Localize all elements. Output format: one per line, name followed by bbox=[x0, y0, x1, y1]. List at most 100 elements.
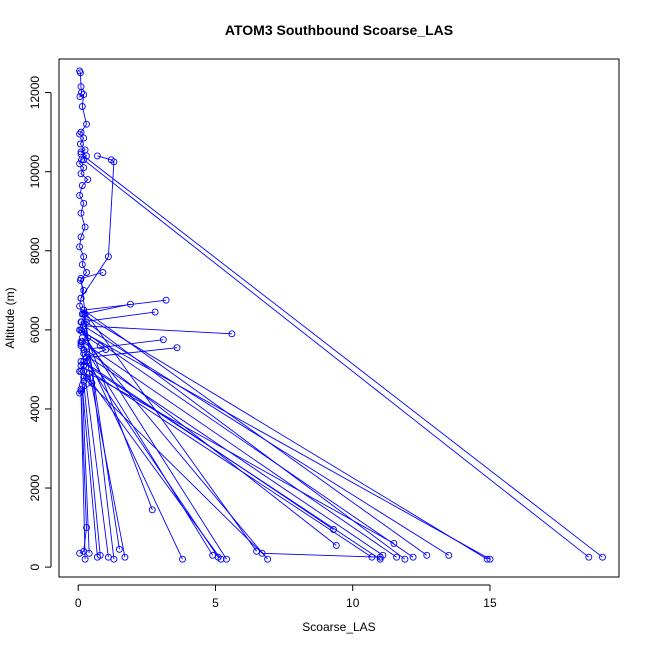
data-point bbox=[83, 120, 90, 128]
data-point bbox=[76, 302, 84, 310]
series-line bbox=[80, 153, 603, 558]
plot-frame bbox=[58, 58, 620, 578]
data-point bbox=[253, 547, 261, 555]
data-point bbox=[110, 158, 118, 166]
data-point bbox=[121, 553, 129, 561]
data-point bbox=[77, 233, 85, 241]
series-line bbox=[83, 303, 131, 550]
data-point bbox=[77, 294, 85, 302]
data-point bbox=[409, 553, 417, 561]
series-line bbox=[80, 329, 414, 558]
series-line bbox=[80, 365, 373, 558]
data-point bbox=[76, 549, 84, 557]
y-tick-label: 6000 bbox=[28, 316, 42, 343]
data-point bbox=[209, 551, 217, 559]
data-point bbox=[80, 310, 88, 318]
data-point bbox=[445, 551, 453, 559]
data-point bbox=[78, 103, 86, 110]
data-point bbox=[77, 150, 85, 158]
data-point bbox=[223, 555, 230, 563]
data-point bbox=[104, 553, 112, 561]
data-point bbox=[93, 152, 101, 160]
series-line bbox=[82, 313, 488, 560]
series-line bbox=[81, 385, 90, 554]
series-line bbox=[80, 311, 156, 510]
data-point bbox=[77, 275, 85, 282]
data-point bbox=[80, 367, 88, 375]
data-point bbox=[85, 549, 93, 557]
data-point bbox=[228, 330, 236, 338]
data-point bbox=[151, 308, 159, 316]
series-line bbox=[81, 337, 268, 560]
data-point bbox=[76, 140, 84, 148]
data-point bbox=[599, 553, 606, 561]
data-point bbox=[423, 551, 431, 559]
y-tick-label: 12000 bbox=[28, 76, 42, 110]
series-line bbox=[80, 272, 115, 560]
data-point bbox=[76, 191, 84, 199]
series-line bbox=[81, 325, 450, 556]
data-point bbox=[585, 553, 593, 561]
y-tick-label: 4000 bbox=[28, 395, 42, 422]
data-point bbox=[115, 545, 123, 553]
data-point bbox=[80, 91, 88, 99]
series-line bbox=[82, 341, 397, 558]
data-point bbox=[76, 243, 84, 251]
data-point bbox=[81, 555, 89, 563]
data-point bbox=[148, 506, 156, 514]
data-point bbox=[393, 553, 401, 561]
series-line bbox=[80, 371, 98, 558]
data-point bbox=[159, 336, 167, 344]
axes-group: 0 5 10 15 0 2000 4000 6000 8000 10000 12000 bbox=[28, 76, 497, 610]
data-point bbox=[76, 69, 84, 77]
data-point bbox=[162, 296, 170, 304]
data-point bbox=[83, 269, 90, 276]
data-point bbox=[77, 148, 85, 156]
data-point bbox=[78, 182, 86, 189]
x-tick-label: 15 bbox=[483, 596, 497, 610]
chart-title: ATOM3 Southbound Scoarse_LAS bbox=[225, 22, 453, 38]
data-point bbox=[80, 134, 88, 142]
data-point bbox=[83, 354, 90, 361]
data-point bbox=[104, 253, 112, 261]
data-point bbox=[80, 164, 88, 172]
data-point bbox=[83, 524, 90, 532]
series-line bbox=[80, 341, 214, 556]
data-point bbox=[84, 176, 92, 184]
y-axis-label: Altitude (m) bbox=[3, 287, 17, 348]
data-point bbox=[76, 130, 84, 138]
data-point bbox=[330, 526, 337, 533]
data-point bbox=[77, 340, 85, 348]
data-point bbox=[77, 318, 85, 326]
y-tick-label: 0 bbox=[28, 563, 42, 570]
data-point bbox=[80, 156, 88, 164]
data-point bbox=[77, 209, 85, 217]
data-point bbox=[80, 199, 88, 207]
data-point bbox=[376, 553, 384, 561]
data-point bbox=[390, 539, 398, 547]
series-line bbox=[83, 159, 590, 558]
data-point bbox=[126, 300, 134, 308]
data-point bbox=[80, 306, 88, 314]
data-point bbox=[77, 128, 85, 136]
data-point bbox=[99, 269, 107, 276]
data-point bbox=[78, 89, 85, 97]
series-line bbox=[83, 339, 183, 560]
series-line bbox=[88, 373, 395, 544]
data-point bbox=[264, 555, 272, 563]
data-point bbox=[76, 160, 84, 168]
x-tick-label: 0 bbox=[75, 596, 82, 610]
x-tick-label: 10 bbox=[346, 596, 360, 610]
y-tick-label: 8000 bbox=[28, 237, 42, 264]
data-point bbox=[77, 387, 85, 395]
data-point bbox=[77, 170, 85, 178]
x-tick-label: 5 bbox=[212, 596, 219, 610]
data-point bbox=[483, 555, 491, 563]
data-point bbox=[80, 377, 88, 385]
series-line bbox=[80, 391, 86, 560]
data-point bbox=[376, 555, 384, 563]
y-tick-label: 2000 bbox=[28, 474, 42, 501]
